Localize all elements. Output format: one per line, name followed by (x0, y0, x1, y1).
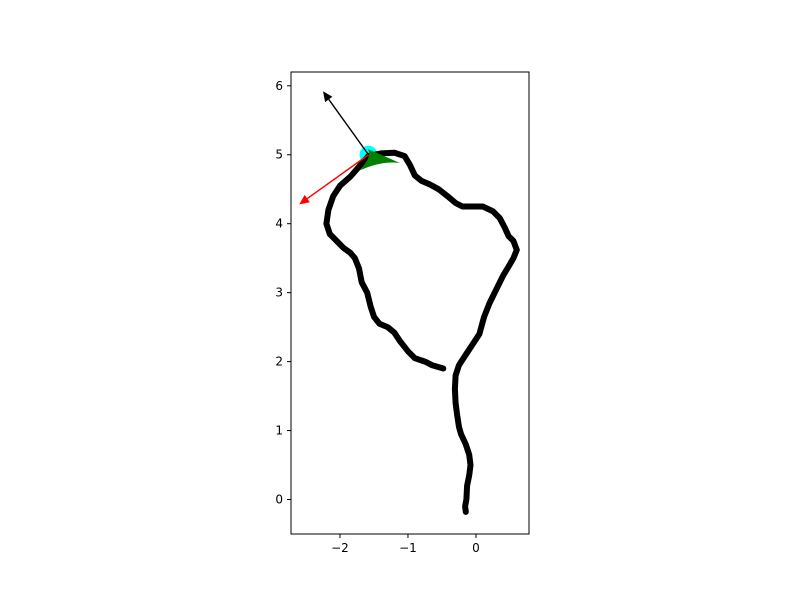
black-arrow-shaft (328, 99, 370, 156)
plot-content (299, 91, 520, 515)
x-tick-label: −1 (399, 541, 417, 555)
y-tick-label: 3 (275, 286, 283, 300)
y-tick-label: 6 (275, 79, 283, 93)
red-arrow-shaft (306, 154, 369, 200)
y-axis-ticks: 0 1 2 3 4 5 6 (275, 79, 291, 507)
heading-arrowhead-marker (360, 149, 400, 171)
y-tick-label: 2 (275, 355, 283, 369)
trajectory-line-1 (323, 149, 520, 515)
y-tick-label: 1 (275, 424, 283, 438)
y-tick-label: 0 (275, 493, 283, 507)
x-axis-ticks: −2 −1 0 (331, 534, 480, 555)
x-tick-label: 0 (472, 541, 480, 555)
black-arrow-head (323, 91, 333, 103)
y-tick-label: 4 (275, 217, 283, 231)
x-tick-label: −2 (331, 541, 349, 555)
axes-frame (290, 71, 530, 535)
y-tick-label: 5 (275, 148, 283, 162)
red-arrow-head (299, 194, 310, 205)
